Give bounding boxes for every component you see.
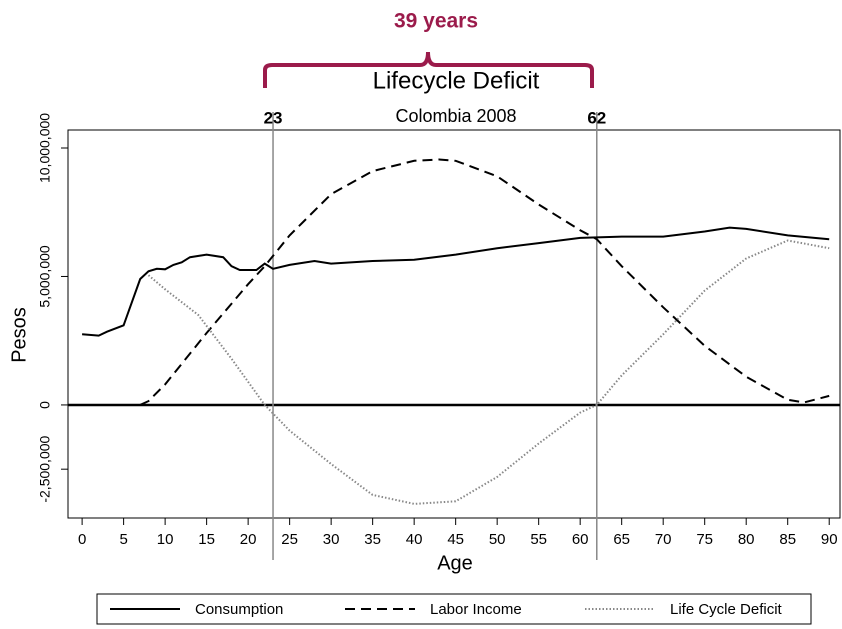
x-tick-label: 75: [696, 531, 713, 548]
x-tick-label: 25: [281, 531, 298, 548]
reference-label: 62: [587, 108, 606, 127]
series-line: [139, 158, 830, 406]
legend-label: Labor Income: [430, 601, 522, 618]
x-tick-label: 85: [779, 531, 796, 548]
legend-label: Consumption: [195, 601, 283, 618]
y-tick-label: 5,000,000: [37, 245, 53, 307]
x-tick-label: 80: [738, 531, 755, 548]
x-tick-label: 15: [198, 531, 215, 548]
series-line: [82, 226, 830, 337]
x-tick-label: 70: [655, 531, 672, 548]
x-tick-label: 5: [119, 531, 127, 548]
y-tick-label: -2,500,000: [37, 435, 53, 502]
x-tick-label: 0: [78, 531, 86, 548]
x-tick-label: 55: [530, 531, 547, 548]
legend-label: Life Cycle Deficit: [670, 601, 783, 618]
reference-label: 23: [264, 108, 283, 127]
bracket: [263, 51, 594, 88]
x-tick-label: 60: [572, 531, 589, 548]
chart-subtitle: Colombia 2008: [395, 106, 516, 126]
x-tick-label: 30: [323, 531, 340, 548]
y-tick-label: 10,000,000: [37, 113, 53, 183]
x-tick-label: 90: [821, 531, 838, 548]
annotation: 39 years: [394, 10, 478, 33]
series-line: [147, 239, 830, 505]
legend-box: [96, 593, 812, 625]
y-tick-label: 0: [37, 401, 53, 409]
chart-title: Lifecycle Deficit: [373, 67, 540, 94]
x-tick-label: 35: [364, 531, 381, 548]
x-tick-label: 40: [406, 531, 423, 548]
x-tick-label: 65: [613, 531, 630, 548]
y-axis-label: Pesos: [8, 307, 30, 363]
x-axis-label: Age: [437, 552, 473, 574]
plot-frame: [67, 129, 841, 519]
x-tick-label: 50: [489, 531, 506, 548]
x-tick-label: 10: [157, 531, 174, 548]
x-tick-label: 20: [240, 531, 257, 548]
x-tick-label: 45: [447, 531, 464, 548]
